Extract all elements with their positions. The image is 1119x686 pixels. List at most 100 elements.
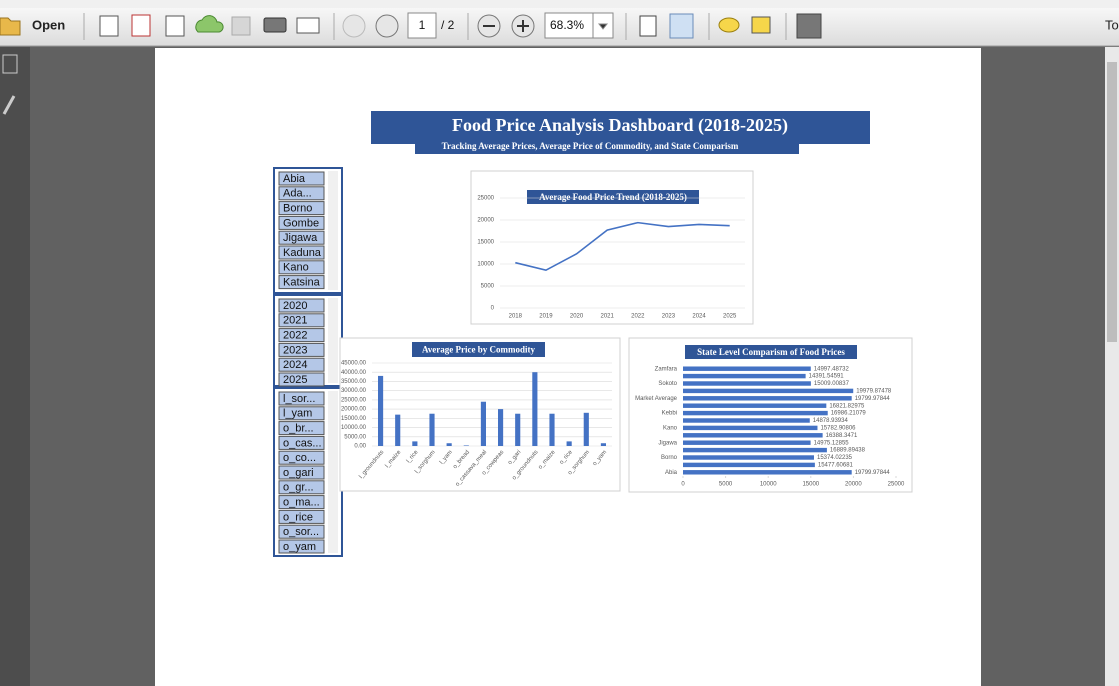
slicer-item[interactable] [278,480,325,495]
y-tick-label: Zamfara [655,366,678,372]
slicer-item[interactable] [278,171,325,186]
bar [683,455,814,460]
slicer-item[interactable] [278,391,325,406]
attachments-icon[interactable] [2,95,16,115]
fit-width[interactable] [639,15,657,37]
upload-icon[interactable] [195,15,224,33]
bar [498,409,504,446]
plus-glyph [517,20,529,32]
fit-page[interactable] [669,13,694,39]
slicer-item[interactable] [278,406,325,421]
slicer-item-label: 2021 [283,315,307,327]
slicer-item[interactable] [278,372,325,387]
x-tick-label: 5000 [719,482,733,488]
bar [683,373,806,379]
previous-page[interactable] [342,14,366,38]
slicer-scrollbar[interactable] [328,391,338,553]
highlight-icon[interactable] [751,16,771,34]
open-label: Open [32,17,65,32]
slicer-scrollbar[interactable] [328,171,338,290]
title-banner [371,111,870,144]
comment-icon[interactable] [718,17,740,33]
y-tick-label: 20000 [477,218,494,224]
chart-title-banner [527,190,699,204]
bar [515,413,521,446]
bar [683,425,818,431]
slicer-item[interactable] [278,313,325,328]
bar [549,413,555,446]
slicer-item-label: o_cas... [283,437,322,449]
zoom-dropdown[interactable] [592,13,609,38]
data-label: 16821.82975 [829,403,865,409]
slicer-item[interactable] [278,435,325,450]
slicer-item-label: Kano [283,262,309,274]
slicer-scrollbar[interactable] [328,298,338,383]
bar [683,396,852,401]
zoom-value: 68.3% [550,18,584,32]
slicer-item[interactable] [278,328,325,343]
x-tick-label: 15000 [802,482,819,488]
bar [683,366,811,371]
chart-title: State Level Comparism of Food Prices [697,347,845,357]
save-icon[interactable] [231,16,251,36]
slicer-item[interactable] [278,539,325,554]
slicer-item-label: Borno [283,203,312,215]
slicer-item[interactable] [278,215,325,230]
slicer-item[interactable] [278,524,325,539]
data-label: 16889.89438 [830,448,866,454]
next-page[interactable] [375,14,399,38]
bar [378,375,384,446]
slicer-item[interactable] [278,260,325,275]
slicer-item[interactable] [278,465,325,480]
data-label: 15782.90806 [820,425,856,431]
slicer-item[interactable] [278,450,325,465]
bar [480,401,486,446]
y-tick-label: 10000 [477,262,494,268]
chart-title: Average Food Price Trend (2018-2025) [539,192,687,202]
slicer-item-label: o_rice [283,511,313,523]
x-tick-label: 2018 [509,314,523,320]
data-label: 16388.3471 [826,433,858,439]
slicer-item[interactable] [278,298,325,313]
data-label: 19799.97844 [855,470,891,476]
slicer-item[interactable] [278,495,325,510]
tools-label[interactable]: To [1105,17,1119,32]
bar [683,440,811,445]
slicer-item[interactable] [278,275,325,290]
slicer-item[interactable] [278,342,325,357]
slicer-item[interactable] [278,509,325,524]
y-tick-label: Kebbi [662,411,677,417]
edit-icon[interactable] [165,15,185,37]
scroll-thumb[interactable] [1107,62,1117,342]
email-icon[interactable] [296,17,320,34]
slicer-item-label: 2020 [283,300,307,312]
y-tick-label: 5000.00 [344,434,366,440]
slicer-item[interactable] [278,245,325,260]
dashboard-title: Food Price Analysis Dashboard (2018-2025… [452,115,788,136]
y-tick-label: 0 [491,306,495,312]
slicer-item[interactable] [278,357,325,372]
slicer-item-label: Kaduna [283,247,322,259]
x-tick-label: 0 [681,482,685,488]
create-icon[interactable] [99,15,119,37]
pages-icon[interactable] [2,54,18,74]
bar [683,410,828,416]
slicer-item[interactable] [278,230,325,245]
y-tick-label: 35000.00 [341,379,367,385]
print-icon[interactable] [263,17,287,33]
slicer-item[interactable] [278,201,325,216]
open-button[interactable]: Open [0,17,65,36]
slicer-item[interactable] [278,421,325,436]
menu-bar [0,0,1119,8]
fullscreen-icon[interactable] [796,13,822,39]
page-input[interactable] [407,12,437,39]
combine-icon[interactable] [131,14,151,37]
x-tick-label: 2019 [539,314,553,320]
slicer-item[interactable] [278,186,325,201]
data-label: 15374.02235 [817,455,853,461]
data-label: 19979.87478 [856,388,892,394]
slicer-item-label: 2024 [283,359,307,371]
y-tick-label: Jigawa [658,440,677,446]
page-count: / 2 [441,18,455,32]
